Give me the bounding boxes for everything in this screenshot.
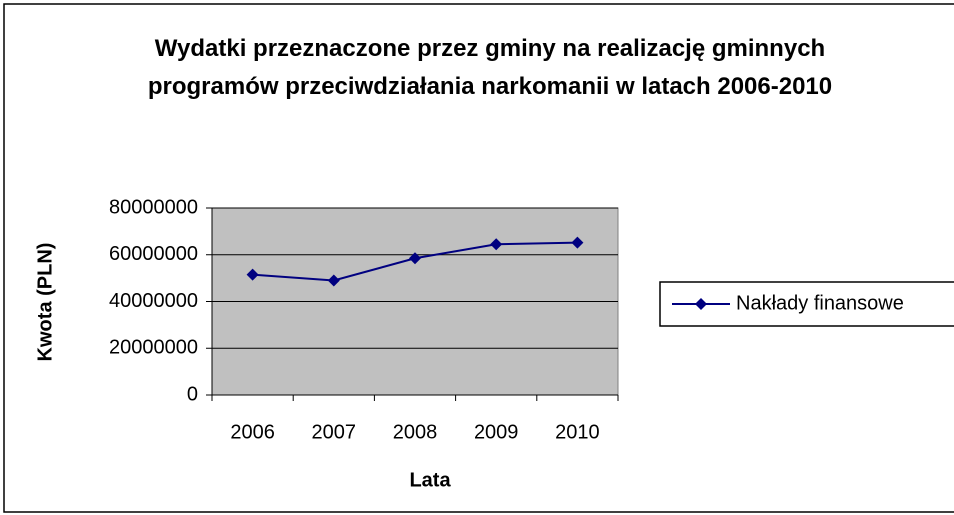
y-tick-label: 80000000 [109, 196, 198, 218]
x-tick-label: 2010 [555, 421, 600, 443]
x-axis-label: Lata [409, 469, 451, 491]
x-tick-label: 2007 [312, 421, 357, 443]
legend-label: Nakłady finansowe [736, 292, 904, 314]
chart-frame [3, 3, 954, 513]
marker [327, 274, 340, 287]
x-tick-label: 2006 [230, 421, 275, 443]
y-axis-label: Kwota (PLN) [34, 243, 56, 362]
y-tick-label: 20000000 [109, 337, 198, 359]
legend-marker [695, 298, 707, 310]
marker [571, 236, 584, 249]
marker [490, 238, 503, 251]
y-tick-label: 60000000 [109, 243, 198, 265]
marker [246, 268, 259, 281]
marker [409, 252, 421, 265]
y-tick-label: 0 [187, 383, 198, 405]
chart-title: Wydatki przeznaczone przez gminy na real… [147, 35, 833, 100]
x-tick-label: 2008 [393, 421, 438, 443]
y-tick-label: 40000000 [109, 290, 198, 312]
x-tick-label: 2009 [474, 421, 519, 443]
